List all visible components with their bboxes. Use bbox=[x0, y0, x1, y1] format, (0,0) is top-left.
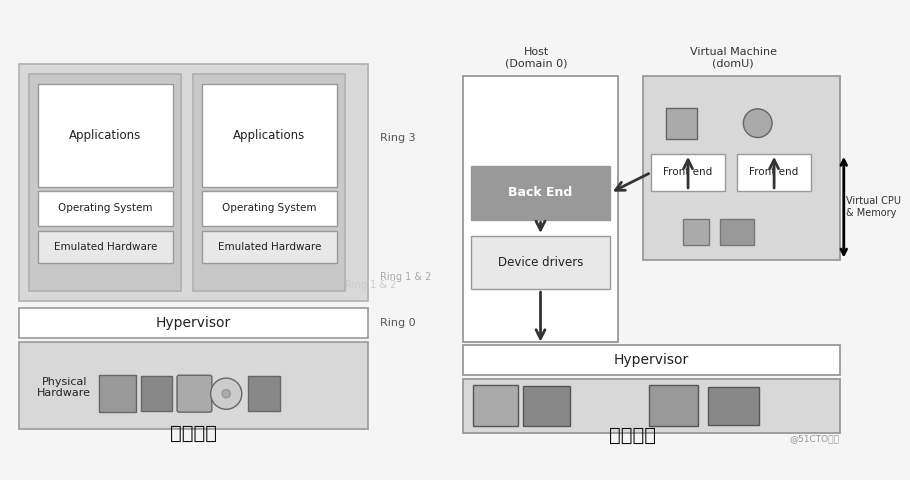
FancyBboxPatch shape bbox=[666, 108, 697, 139]
FancyBboxPatch shape bbox=[470, 236, 611, 289]
FancyBboxPatch shape bbox=[19, 342, 368, 429]
Text: Hypervisor: Hypervisor bbox=[613, 353, 689, 367]
FancyBboxPatch shape bbox=[523, 386, 571, 426]
Text: Applications: Applications bbox=[233, 129, 306, 142]
Circle shape bbox=[743, 109, 772, 138]
Text: Host
(Domain 0): Host (Domain 0) bbox=[505, 48, 568, 69]
FancyBboxPatch shape bbox=[708, 387, 759, 425]
Text: Ring 3: Ring 3 bbox=[379, 132, 416, 143]
Text: Ring 1 & 2: Ring 1 & 2 bbox=[345, 280, 396, 290]
FancyBboxPatch shape bbox=[720, 219, 754, 245]
Text: Emulated Hardware: Emulated Hardware bbox=[54, 241, 157, 252]
FancyBboxPatch shape bbox=[99, 375, 136, 412]
FancyBboxPatch shape bbox=[37, 84, 173, 187]
FancyBboxPatch shape bbox=[652, 154, 725, 191]
Text: Operating System: Operating System bbox=[58, 203, 153, 213]
FancyBboxPatch shape bbox=[202, 230, 337, 263]
FancyBboxPatch shape bbox=[194, 74, 345, 291]
FancyBboxPatch shape bbox=[19, 64, 368, 301]
FancyBboxPatch shape bbox=[37, 230, 173, 263]
FancyBboxPatch shape bbox=[177, 375, 212, 412]
Text: Applications: Applications bbox=[69, 129, 141, 142]
FancyBboxPatch shape bbox=[470, 166, 611, 219]
FancyBboxPatch shape bbox=[19, 308, 368, 338]
Text: Hypervisor: Hypervisor bbox=[156, 316, 231, 330]
Text: Front end: Front end bbox=[750, 168, 799, 178]
FancyBboxPatch shape bbox=[202, 84, 337, 187]
Text: @51CTO博客: @51CTO博客 bbox=[790, 434, 840, 443]
Circle shape bbox=[210, 378, 242, 409]
FancyBboxPatch shape bbox=[29, 74, 181, 291]
FancyBboxPatch shape bbox=[37, 191, 173, 226]
Text: Device drivers: Device drivers bbox=[498, 256, 583, 269]
FancyBboxPatch shape bbox=[462, 379, 840, 432]
Circle shape bbox=[222, 390, 230, 398]
Text: 全虚拟化: 全虚拟化 bbox=[170, 424, 217, 443]
FancyBboxPatch shape bbox=[643, 76, 840, 261]
Text: Emulated Hardware: Emulated Hardware bbox=[217, 241, 321, 252]
FancyBboxPatch shape bbox=[462, 345, 840, 375]
FancyBboxPatch shape bbox=[141, 376, 172, 411]
Text: Operating System: Operating System bbox=[222, 203, 317, 213]
Text: Virtual Machine
(domU): Virtual Machine (domU) bbox=[690, 48, 776, 69]
Text: Front end: Front end bbox=[663, 168, 713, 178]
Text: 半虚拟化: 半虚拟化 bbox=[609, 426, 656, 445]
Text: Ring 0: Ring 0 bbox=[379, 318, 416, 328]
FancyBboxPatch shape bbox=[248, 376, 280, 411]
FancyBboxPatch shape bbox=[473, 385, 518, 426]
Text: Back End: Back End bbox=[509, 186, 572, 199]
FancyBboxPatch shape bbox=[462, 76, 619, 342]
Text: Physical
Hardware: Physical Hardware bbox=[37, 377, 91, 398]
FancyBboxPatch shape bbox=[737, 154, 811, 191]
Text: Ring 1 & 2: Ring 1 & 2 bbox=[379, 272, 431, 282]
FancyBboxPatch shape bbox=[683, 219, 710, 245]
FancyBboxPatch shape bbox=[649, 385, 698, 426]
FancyBboxPatch shape bbox=[202, 191, 337, 226]
Text: Virtual CPU
& Memory: Virtual CPU & Memory bbox=[845, 196, 901, 218]
